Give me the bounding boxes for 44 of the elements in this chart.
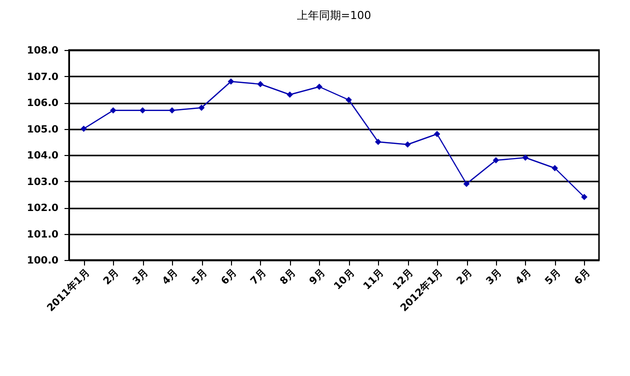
- x-tick-label: 4月: [160, 268, 180, 288]
- point: [168, 107, 176, 114]
- x-tick-label: 3月: [484, 268, 504, 288]
- point: [522, 154, 529, 161]
- point: [228, 78, 234, 85]
- point: [346, 96, 352, 104]
- x-tick-label: 4月: [514, 268, 534, 288]
- point: [257, 80, 264, 88]
- point: [434, 130, 440, 138]
- x-tick-label: 8月: [278, 268, 298, 288]
- point: [316, 84, 322, 90]
- x-tick-label: 2月: [455, 268, 475, 288]
- x-tick-label: 5月: [190, 268, 210, 288]
- x-tick-label: 7月: [248, 268, 269, 288]
- point: [404, 141, 411, 148]
- point: [492, 157, 500, 164]
- y-tick-label: 103.0: [26, 176, 59, 188]
- y-tick-label: 105.0: [26, 124, 59, 136]
- y-tick-label: 107.0: [26, 72, 59, 83]
- y-tick-label: 102.0: [26, 203, 59, 214]
- point: [80, 126, 87, 132]
- x-tick-label: 12月: [391, 268, 416, 292]
- x-tick-label: 3月: [131, 268, 151, 288]
- point: [552, 164, 558, 172]
- point: [375, 138, 382, 146]
- chart-title: 上年同期=100: [296, 9, 372, 22]
- x-tick-label: 2月: [102, 268, 122, 288]
- point: [110, 107, 116, 114]
- x-tick-label: 6月: [219, 268, 240, 288]
- y-tick-label: 100.0: [26, 256, 59, 266]
- y-tick-label: 104.0: [26, 150, 59, 162]
- y-tick-label: 101.0: [26, 229, 59, 240]
- x-tick-label: 5月: [543, 268, 564, 288]
- x-tick-label: 11月: [362, 268, 386, 292]
- y-tick-label: 106.0: [26, 98, 59, 109]
- x-tick-label: 9月: [308, 268, 328, 288]
- point: [463, 180, 470, 188]
- y-tick-label: 108.0: [26, 46, 59, 56]
- point: [139, 107, 146, 114]
- x-tick-label: 10月: [332, 268, 357, 292]
- x-tick-label: 6月: [572, 268, 593, 288]
- point: [198, 104, 205, 111]
- point: [581, 194, 588, 200]
- point: [286, 91, 293, 98]
